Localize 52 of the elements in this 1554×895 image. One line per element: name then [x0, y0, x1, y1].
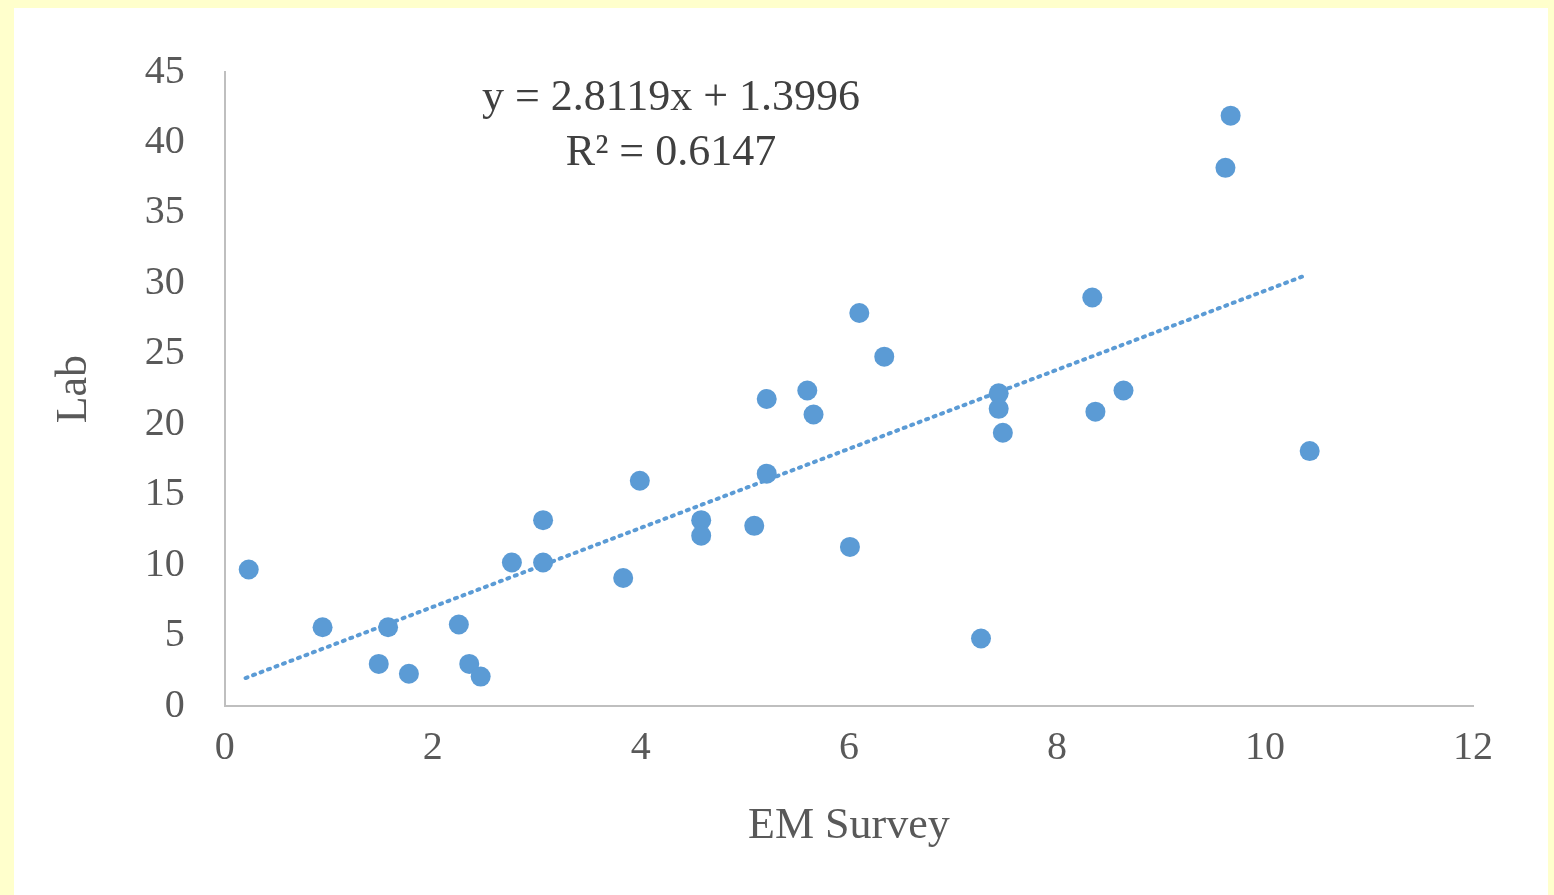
point: [470, 666, 491, 687]
x-tick-label: 6: [838, 722, 859, 768]
point: [756, 463, 777, 484]
y-axis-title: Lab: [46, 354, 96, 424]
y-tick-label: 0: [164, 680, 185, 726]
point: [803, 404, 824, 425]
point: [1082, 287, 1103, 308]
point: [629, 470, 650, 491]
annotation: y = 2.8119x + 1.3996: [482, 70, 860, 120]
point: [839, 536, 860, 557]
point: [238, 559, 259, 580]
y-tick-label: 45: [144, 46, 185, 92]
y-tick-label: 10: [144, 539, 185, 585]
point: [756, 388, 777, 409]
point: [312, 617, 333, 638]
point: [744, 515, 765, 536]
point: [988, 398, 1009, 419]
annotation: R² = 0.6147: [565, 125, 777, 175]
y-tick-label: 30: [144, 257, 185, 303]
point: [459, 653, 480, 674]
point: [1215, 157, 1236, 178]
point: [448, 614, 469, 635]
y-tick-label: 20: [144, 398, 185, 444]
x-tick-label: 10: [1244, 722, 1285, 768]
point: [691, 525, 712, 546]
x-tick-label: 12: [1453, 722, 1493, 768]
x-tick-label: 2: [422, 722, 443, 768]
y-tick-label: 25: [144, 328, 185, 374]
point: [368, 653, 389, 674]
y-tick-label: 5: [164, 610, 185, 656]
point: [992, 422, 1013, 443]
point: [797, 380, 818, 401]
y-tick-label: 15: [144, 469, 185, 515]
point: [1113, 380, 1134, 401]
x-tick-label: 4: [630, 722, 651, 768]
point: [501, 552, 522, 573]
x-tick-label: 8: [1046, 722, 1067, 768]
point: [613, 567, 634, 588]
point: [398, 663, 419, 684]
y-tick-label: 35: [144, 187, 185, 233]
x-tick-label: 0: [214, 722, 235, 768]
point: [533, 552, 554, 573]
point: [971, 628, 991, 649]
point: [1299, 441, 1320, 462]
point: [533, 510, 554, 531]
point: [378, 617, 399, 638]
point: [849, 303, 870, 323]
y-tick-label: 40: [144, 116, 185, 162]
point: [1085, 401, 1106, 422]
x-axis-title: EM Survey: [748, 799, 950, 849]
point: [874, 346, 895, 367]
point: [1220, 105, 1241, 126]
